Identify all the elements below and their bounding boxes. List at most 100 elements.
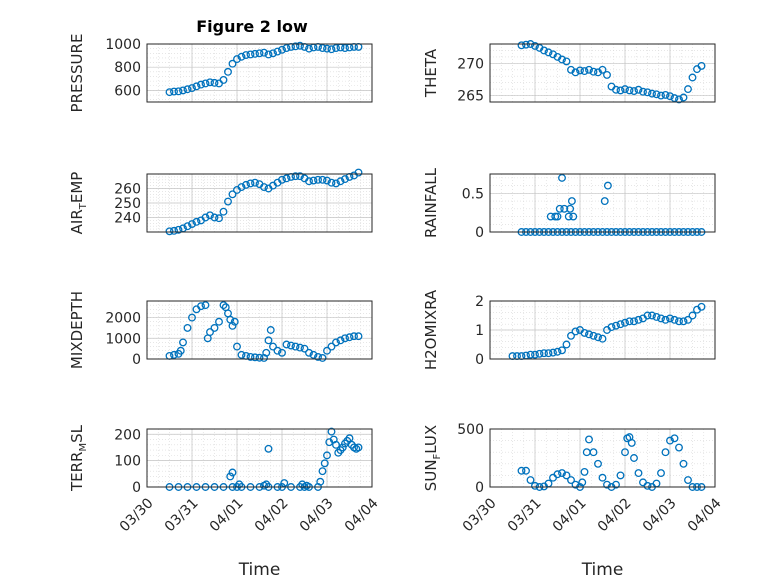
data-point bbox=[264, 444, 273, 453]
data-point bbox=[589, 67, 598, 76]
data-point bbox=[338, 443, 347, 452]
data-point bbox=[201, 301, 210, 310]
data-point bbox=[260, 48, 268, 57]
data-point bbox=[296, 343, 304, 352]
data-point bbox=[336, 177, 345, 186]
y-tick-label: 2 bbox=[475, 294, 484, 310]
data-point bbox=[341, 175, 349, 184]
data-point bbox=[627, 438, 636, 447]
data-point bbox=[630, 317, 638, 326]
y-tick-label: 240 bbox=[114, 211, 141, 227]
data-point bbox=[598, 334, 607, 343]
data-point bbox=[598, 473, 607, 482]
data-point bbox=[320, 459, 329, 468]
data-point bbox=[170, 226, 178, 235]
data-point bbox=[555, 204, 564, 213]
data-point bbox=[697, 302, 706, 311]
figure-title: Figure 2 low bbox=[196, 17, 308, 36]
data-point bbox=[558, 55, 566, 64]
data-point bbox=[345, 333, 354, 342]
data-point bbox=[585, 435, 593, 444]
data-point bbox=[188, 313, 196, 322]
data-point bbox=[179, 86, 187, 95]
data-point bbox=[564, 212, 573, 221]
data-point bbox=[201, 79, 210, 88]
x-tick-label: 04/01 bbox=[550, 495, 590, 535]
data-point bbox=[224, 67, 232, 76]
data-point bbox=[305, 44, 313, 53]
data-point bbox=[616, 471, 625, 480]
data-point bbox=[585, 330, 593, 339]
data-point bbox=[350, 332, 358, 341]
data-point bbox=[246, 179, 255, 188]
data-point bbox=[298, 480, 307, 489]
data-point bbox=[262, 348, 271, 357]
y-axis-label: MIXDEPTH bbox=[68, 291, 86, 369]
data-point bbox=[612, 85, 620, 94]
data-point bbox=[526, 476, 535, 484]
data-point bbox=[296, 41, 304, 50]
data-point bbox=[675, 95, 683, 104]
data-point bbox=[246, 50, 255, 59]
y-tick-label: 200 bbox=[114, 427, 141, 443]
data-point bbox=[594, 459, 602, 468]
data-point bbox=[580, 67, 589, 76]
x-tick-label: 03/30 bbox=[117, 495, 157, 535]
data-point bbox=[341, 44, 349, 53]
data-point bbox=[553, 347, 562, 356]
data-point bbox=[278, 348, 286, 357]
data-point bbox=[517, 41, 526, 50]
data-point bbox=[594, 333, 602, 342]
axes-box bbox=[489, 300, 716, 360]
data-point bbox=[666, 92, 674, 101]
x-tick-label: 03/30 bbox=[460, 495, 500, 535]
data-point bbox=[566, 204, 575, 213]
data-point bbox=[226, 472, 235, 481]
y-tick-label: 0.5 bbox=[462, 186, 484, 202]
data-point bbox=[183, 323, 192, 332]
data-point bbox=[652, 90, 661, 99]
data-point bbox=[237, 350, 246, 359]
data-point bbox=[571, 480, 580, 489]
data-point bbox=[323, 44, 331, 53]
data-point bbox=[634, 315, 643, 324]
y-tick-label: 1000 bbox=[105, 37, 141, 53]
data-point bbox=[540, 349, 548, 358]
data-point bbox=[634, 469, 643, 478]
data-point bbox=[522, 466, 530, 475]
data-point bbox=[675, 317, 683, 326]
data-point bbox=[255, 353, 264, 362]
data-point bbox=[197, 80, 205, 89]
data-point bbox=[302, 481, 311, 490]
data-point bbox=[354, 168, 363, 177]
data-point bbox=[657, 469, 665, 478]
y-tick-label: 0 bbox=[475, 225, 484, 241]
axes-background bbox=[490, 429, 715, 487]
data-point bbox=[688, 73, 697, 82]
y-tick-label: 260 bbox=[114, 182, 141, 198]
data-point bbox=[192, 82, 201, 91]
data-point bbox=[327, 427, 336, 436]
data-point bbox=[282, 174, 291, 183]
data-point bbox=[219, 301, 228, 310]
data-point bbox=[670, 434, 679, 443]
data-point bbox=[235, 480, 244, 489]
x-tick-label: 04/02 bbox=[252, 495, 292, 535]
data-point bbox=[183, 85, 192, 94]
data-point bbox=[600, 197, 609, 206]
data-point bbox=[228, 59, 237, 68]
y-tick-label: 800 bbox=[114, 60, 141, 76]
data-point bbox=[296, 172, 304, 181]
data-point bbox=[630, 454, 638, 462]
data-point bbox=[576, 66, 584, 75]
data-point bbox=[670, 94, 679, 103]
x-tick-label: 03/31 bbox=[505, 495, 545, 535]
data-point bbox=[612, 321, 620, 330]
axes-box bbox=[489, 43, 716, 103]
data-point bbox=[210, 323, 219, 332]
data-point bbox=[174, 225, 183, 234]
data-point bbox=[562, 57, 571, 66]
data-point bbox=[215, 214, 223, 223]
data-point bbox=[323, 346, 331, 355]
y-tick-label: 2000 bbox=[105, 311, 141, 327]
